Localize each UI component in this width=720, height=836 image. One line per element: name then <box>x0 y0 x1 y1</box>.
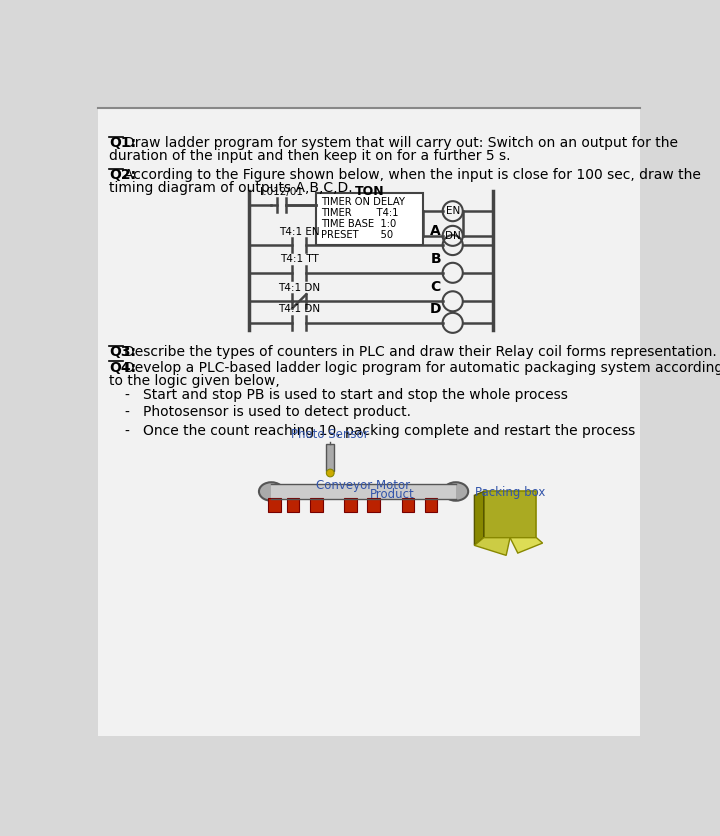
Text: I:012/01: I:012/01 <box>260 186 303 196</box>
Text: TON: TON <box>355 185 384 198</box>
Text: Conveyor Motor: Conveyor Motor <box>316 479 410 492</box>
Polygon shape <box>474 538 510 555</box>
Text: PRESET       50: PRESET 50 <box>321 230 393 240</box>
Text: -   Photosensor is used to detect product.: - Photosensor is used to detect product. <box>125 405 411 419</box>
Text: TIMER ON DELAY: TIMER ON DELAY <box>321 197 405 207</box>
Bar <box>287 498 300 512</box>
Bar <box>269 498 281 512</box>
Text: Describe the types of counters in PLC and draw their Relay coil forms representa: Describe the types of counters in PLC an… <box>124 345 717 359</box>
Bar <box>402 498 414 512</box>
Text: T4:1 DN: T4:1 DN <box>278 304 320 314</box>
Text: Q1:: Q1: <box>109 135 137 150</box>
Ellipse shape <box>444 482 468 501</box>
Text: -   Start and stop PB is used to start and stop the whole process: - Start and stop PB is used to start and… <box>125 388 568 402</box>
Text: B: B <box>431 252 441 266</box>
Bar <box>367 498 380 512</box>
Text: Q4:: Q4: <box>109 360 137 375</box>
Bar <box>484 492 536 538</box>
Text: TIMER        T4:1: TIMER T4:1 <box>321 208 398 218</box>
Text: A: A <box>431 224 441 238</box>
Text: Draw ladder program for system that will carry out: Switch on an output for the: Draw ladder program for system that will… <box>124 135 678 150</box>
Text: T4:1 TT: T4:1 TT <box>280 254 319 264</box>
Text: to the logic given below,: to the logic given below, <box>109 374 280 388</box>
Text: -   Once the count reaching 10, packing complete and restart the process: - Once the count reaching 10, packing co… <box>125 424 635 438</box>
Text: timing diagram of outputs A,B,C,D.: timing diagram of outputs A,B,C,D. <box>109 181 353 195</box>
Text: EN: EN <box>446 206 460 217</box>
Text: Q2:: Q2: <box>109 168 137 182</box>
Text: duration of the input and then keep it on for a further 5 s.: duration of the input and then keep it o… <box>109 149 511 163</box>
Text: T4:1 DN: T4:1 DN <box>278 283 320 293</box>
Polygon shape <box>474 492 484 545</box>
Text: DN: DN <box>445 231 461 241</box>
Ellipse shape <box>259 482 284 501</box>
Circle shape <box>326 469 334 477</box>
Bar <box>310 498 323 512</box>
Text: TIME BASE  1:0: TIME BASE 1:0 <box>321 219 396 229</box>
Text: Q3:: Q3: <box>109 345 136 359</box>
Text: Photo Sensor: Photo Sensor <box>292 428 369 441</box>
Text: Packing box: Packing box <box>475 486 545 499</box>
Text: T4:1 EN: T4:1 EN <box>279 227 320 237</box>
Bar <box>425 498 437 512</box>
Text: Develop a PLC-based ladder logic program for automatic packaging system accordin: Develop a PLC-based ladder logic program… <box>124 360 720 375</box>
Text: C: C <box>431 280 441 294</box>
Bar <box>271 484 456 499</box>
Text: D: D <box>430 302 441 316</box>
Polygon shape <box>510 538 543 553</box>
Bar <box>326 444 334 471</box>
Bar <box>316 193 423 245</box>
Bar <box>344 498 356 512</box>
Text: According to the Figure shown below, when the input is close for 100 sec, draw t: According to the Figure shown below, whe… <box>124 168 701 182</box>
Text: Product: Product <box>370 487 415 501</box>
